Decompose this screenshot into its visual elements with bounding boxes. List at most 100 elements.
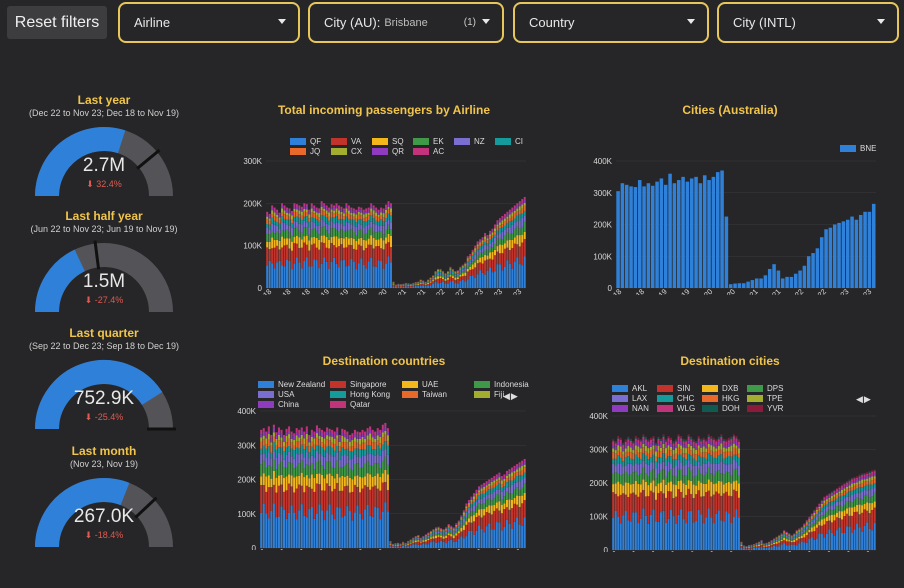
bar-segment: [295, 204, 298, 207]
legend-item[interactable]: China: [258, 400, 299, 409]
bar-segment: [858, 475, 861, 477]
bar-segment: [469, 275, 472, 288]
bar-segment: [614, 441, 617, 443]
bar-segment: [815, 514, 818, 517]
bar-segment: [293, 439, 296, 446]
legend-item[interactable]: JQ: [290, 147, 320, 156]
bar-segment: [483, 503, 486, 510]
bar-segment: [735, 454, 738, 463]
legend-item[interactable]: QF: [290, 137, 321, 146]
arrow-left-icon[interactable]: ◀: [856, 394, 864, 404]
bar-segment: [341, 432, 344, 436]
bar-segment: [670, 446, 673, 451]
y-tick-label: 200K: [243, 199, 262, 208]
bar: [750, 280, 755, 288]
bar-segment: [486, 246, 489, 250]
bar-segment: [429, 278, 432, 280]
bar-segment: [662, 434, 665, 436]
bar-segment: [450, 527, 453, 529]
country-filter[interactable]: Country: [513, 2, 709, 43]
bar-segment: [353, 448, 356, 455]
legend-item[interactable]: EK: [413, 137, 444, 146]
bar-segment: [513, 471, 516, 474]
bar-segment: [705, 441, 708, 446]
bar-segment: [422, 285, 425, 288]
bar-segment: [659, 491, 662, 513]
legend-item[interactable]: BNE: [840, 144, 876, 153]
arrow-right-icon[interactable]: ▶: [510, 391, 519, 401]
legend-item[interactable]: AC: [413, 147, 444, 156]
bar-segment: [414, 542, 417, 545]
legend-pager[interactable]: ◀▶: [503, 391, 519, 402]
bar-segment: [386, 445, 389, 455]
legend-item[interactable]: QR: [372, 147, 404, 156]
bar-segment: [435, 542, 438, 548]
bar-segment: [336, 438, 339, 446]
bar-segment: [464, 272, 467, 276]
bar-segment: [518, 467, 521, 472]
bar-segment: [521, 470, 524, 475]
bar-segment: [773, 544, 776, 546]
city-intl-filter[interactable]: City (INTL): [717, 2, 899, 43]
legend-item[interactable]: Fiji: [474, 390, 504, 399]
bar-segment: [788, 540, 791, 542]
legend-swatch: [612, 385, 628, 392]
bar-segment: [853, 529, 856, 550]
reset-filters-button[interactable]: Reset filters: [7, 6, 107, 39]
chart-destination-cities: 0100K200K300K400KJan 2018Jun 2018Nov 201…: [589, 412, 876, 552]
legend-item[interactable]: TPE: [747, 394, 783, 403]
bar-segment: [321, 465, 324, 475]
legend-item[interactable]: AKL: [612, 384, 647, 393]
legend-item[interactable]: HKG: [702, 394, 739, 403]
legend-item[interactable]: DXB: [702, 384, 738, 393]
bar-segment: [639, 452, 642, 459]
legend-item[interactable]: USA: [258, 390, 294, 399]
legend-item[interactable]: VA: [331, 137, 361, 146]
city-au-filter[interactable]: City (AU): Brisbane (1): [308, 2, 504, 43]
legend-item[interactable]: Qatar: [330, 400, 370, 409]
legend-item[interactable]: CHC: [657, 394, 694, 403]
bar-segment: [490, 514, 493, 530]
legend-item[interactable]: WLG: [657, 404, 695, 413]
legend-item[interactable]: New Zealand: [258, 380, 325, 389]
bar-segment: [823, 497, 826, 500]
bar-segment: [851, 478, 854, 480]
bar-segment: [861, 499, 864, 506]
legend-item[interactable]: CX: [331, 147, 362, 156]
legend-item[interactable]: DPS: [747, 384, 783, 393]
legend-item[interactable]: CI: [495, 137, 523, 146]
legend-item[interactable]: SIN: [657, 384, 690, 393]
bar-segment: [652, 438, 655, 442]
bar-segment: [697, 490, 700, 510]
gauge-target-marker: [134, 496, 158, 519]
bar-segment: [392, 283, 395, 284]
arrow-left-icon[interactable]: ◀: [503, 391, 511, 401]
bar: [724, 216, 729, 288]
bar-segment: [503, 216, 506, 219]
legend-pager[interactable]: ◀▶: [856, 394, 872, 405]
legend-item[interactable]: DOH: [702, 404, 740, 413]
arrow-right-icon[interactable]: ▶: [863, 394, 872, 404]
legend-item[interactable]: UAE: [402, 380, 438, 389]
bar-segment: [353, 429, 356, 435]
bar-segment: [295, 206, 298, 210]
legend-item[interactable]: Taiwan: [402, 390, 447, 399]
gauge-subtitle: (Dec 22 to Nov 23; Dec 18 to Nov 19): [28, 108, 180, 118]
legend-item[interactable]: NAN: [612, 404, 649, 413]
bar-segment: [466, 268, 469, 272]
legend-item[interactable]: Singapore: [330, 380, 386, 389]
bar-segment: [442, 530, 445, 532]
bar-segment: [265, 431, 268, 435]
legend-item[interactable]: NZ: [454, 137, 485, 146]
legend-item[interactable]: SQ: [372, 137, 404, 146]
legend-item[interactable]: Hong Kong: [330, 390, 390, 399]
bar-segment: [376, 488, 379, 508]
bar-segment: [381, 482, 384, 512]
legend-item[interactable]: YVR: [747, 404, 783, 413]
bar-segment: [478, 503, 481, 510]
legend-item[interactable]: Indonesia: [474, 380, 529, 389]
airline-filter[interactable]: Airline: [118, 2, 300, 43]
bar-segment: [439, 272, 442, 273]
bar-segment: [377, 260, 380, 288]
legend-item[interactable]: LAX: [612, 394, 647, 403]
